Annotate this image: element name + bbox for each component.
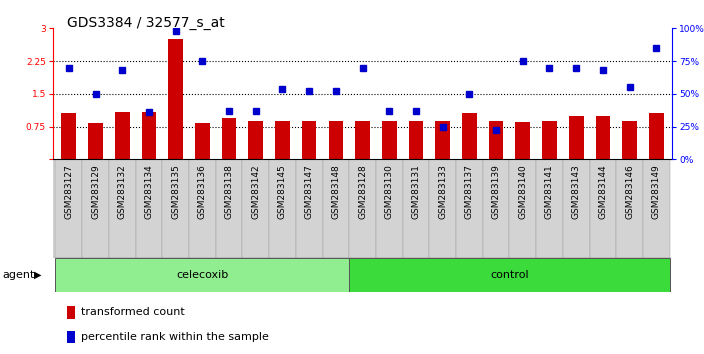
Bar xyxy=(189,159,215,258)
Text: GSM283137: GSM283137 xyxy=(465,164,474,219)
Bar xyxy=(562,159,589,258)
Bar xyxy=(356,121,370,159)
Bar xyxy=(109,159,136,258)
Bar xyxy=(643,159,670,258)
Text: GSM283136: GSM283136 xyxy=(198,164,207,219)
Bar xyxy=(302,121,317,159)
Bar xyxy=(163,159,189,258)
Text: GSM283148: GSM283148 xyxy=(332,164,340,219)
Bar xyxy=(142,112,156,159)
Text: ▶: ▶ xyxy=(34,270,42,280)
Bar xyxy=(222,118,237,159)
Bar xyxy=(249,121,263,159)
Text: GSM283140: GSM283140 xyxy=(518,164,527,219)
Bar xyxy=(322,159,349,258)
Bar xyxy=(649,113,664,159)
Text: GSM283149: GSM283149 xyxy=(652,164,661,219)
Text: GSM283134: GSM283134 xyxy=(144,164,153,219)
Bar xyxy=(82,159,109,258)
Bar xyxy=(429,159,456,258)
Bar xyxy=(136,159,163,258)
Bar xyxy=(215,159,242,258)
Text: GDS3384 / 32577_s_at: GDS3384 / 32577_s_at xyxy=(67,16,225,30)
Bar xyxy=(275,121,290,159)
Text: GSM283146: GSM283146 xyxy=(625,164,634,219)
Text: percentile rank within the sample: percentile rank within the sample xyxy=(81,332,269,342)
Bar xyxy=(536,159,562,258)
Text: GSM283138: GSM283138 xyxy=(225,164,234,219)
Text: GSM283128: GSM283128 xyxy=(358,164,367,219)
Text: GSM283127: GSM283127 xyxy=(64,164,73,219)
Bar xyxy=(242,159,269,258)
Text: GSM283132: GSM283132 xyxy=(118,164,127,219)
Text: transformed count: transformed count xyxy=(81,307,184,318)
Text: GSM283130: GSM283130 xyxy=(385,164,394,219)
Bar xyxy=(269,159,296,258)
Bar xyxy=(168,39,183,159)
Bar xyxy=(483,159,510,258)
Bar xyxy=(542,121,557,159)
Bar xyxy=(296,159,322,258)
Bar xyxy=(115,112,130,159)
Text: GSM283135: GSM283135 xyxy=(171,164,180,219)
Bar xyxy=(596,116,610,159)
Text: GSM283131: GSM283131 xyxy=(411,164,420,219)
Text: GSM283142: GSM283142 xyxy=(251,164,260,219)
Text: GSM283143: GSM283143 xyxy=(572,164,581,219)
Bar xyxy=(403,159,429,258)
Text: GSM283144: GSM283144 xyxy=(598,164,608,219)
Bar xyxy=(56,159,82,258)
Bar xyxy=(329,121,344,159)
Bar xyxy=(195,124,210,159)
Text: GSM283141: GSM283141 xyxy=(545,164,554,219)
Bar xyxy=(489,121,503,159)
Bar xyxy=(376,159,403,258)
Bar xyxy=(56,258,349,292)
Bar xyxy=(435,121,450,159)
Bar xyxy=(61,113,76,159)
Text: celecoxib: celecoxib xyxy=(176,270,229,280)
Bar xyxy=(515,122,530,159)
Bar xyxy=(349,159,376,258)
Text: control: control xyxy=(490,270,529,280)
Text: agent: agent xyxy=(2,270,34,280)
Text: GSM283147: GSM283147 xyxy=(305,164,314,219)
Text: GSM283133: GSM283133 xyxy=(438,164,447,219)
Bar xyxy=(88,123,103,159)
Bar xyxy=(382,121,396,159)
Text: GSM283129: GSM283129 xyxy=(91,164,100,219)
Bar xyxy=(622,121,637,159)
Bar xyxy=(510,159,536,258)
Text: GSM283139: GSM283139 xyxy=(491,164,501,219)
Bar xyxy=(456,159,483,258)
Bar xyxy=(462,113,477,159)
Bar xyxy=(569,116,584,159)
Bar xyxy=(589,159,616,258)
Bar xyxy=(616,159,643,258)
Bar xyxy=(349,258,670,292)
Text: GSM283145: GSM283145 xyxy=(278,164,287,219)
Bar xyxy=(408,121,423,159)
